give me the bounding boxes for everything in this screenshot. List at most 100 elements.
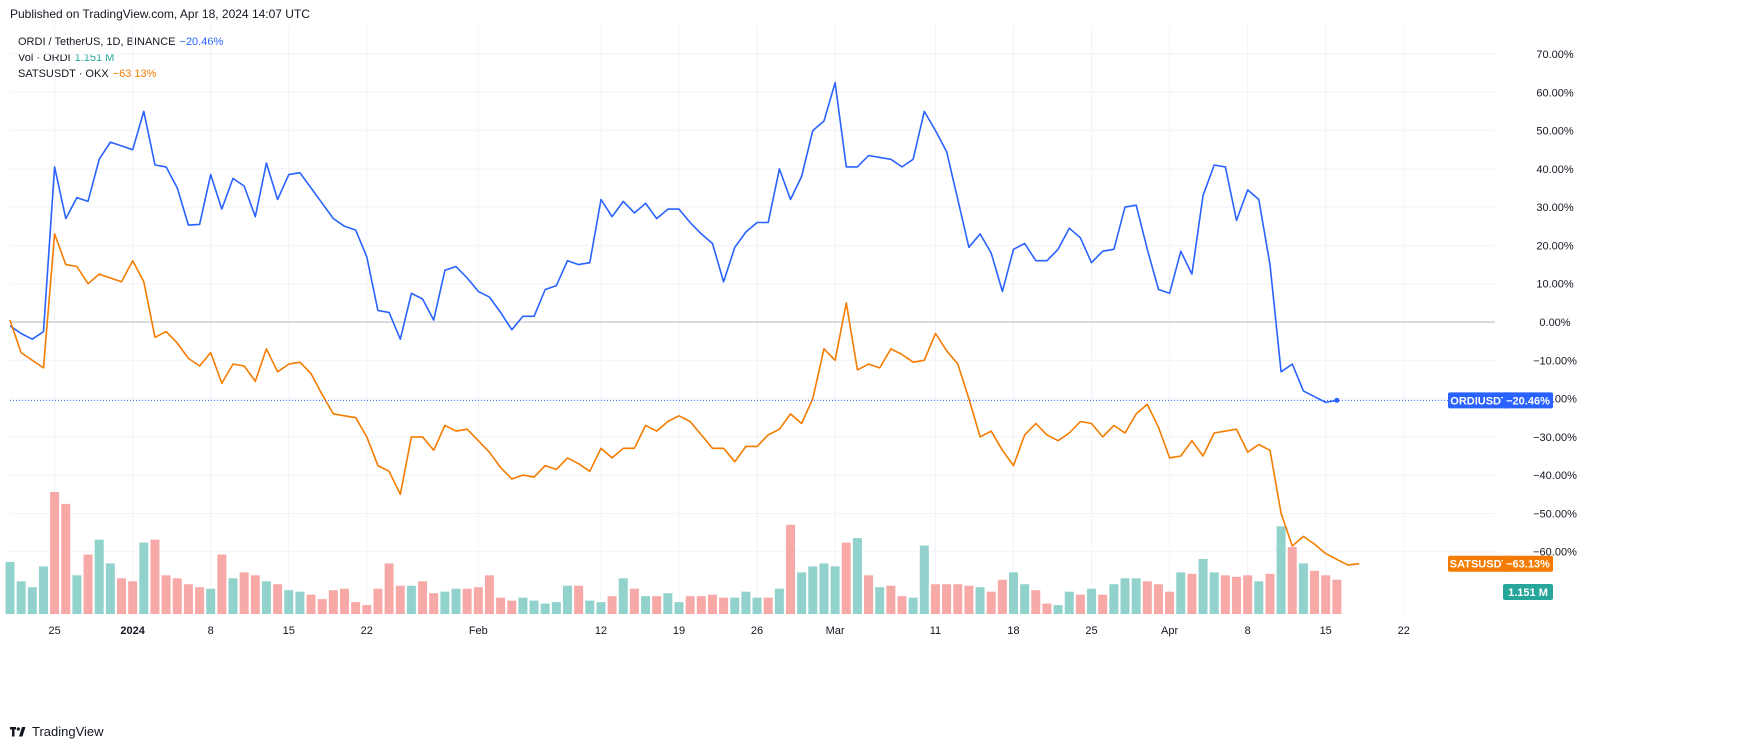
volume-bar <box>607 596 617 614</box>
volume-bar <box>852 538 862 614</box>
volume-bar <box>239 572 249 614</box>
legend-volume-value: 1.151 M <box>74 52 115 64</box>
tradingview-logo-icon <box>10 726 26 736</box>
y-tick-label: 40.00% <box>1536 164 1574 176</box>
volume-bar <box>685 596 695 614</box>
volume-bar <box>707 594 717 614</box>
x-tick-label: 25 <box>1085 625 1097 637</box>
y-tick-label: −50.00% <box>1533 508 1577 520</box>
volume-bar <box>1332 579 1342 614</box>
volume-bar <box>574 585 584 614</box>
x-tick-label: 18 <box>1007 625 1019 637</box>
volume-bar <box>942 584 952 614</box>
volume-bar <box>596 602 606 614</box>
x-tick-label: 12 <box>595 625 607 637</box>
volume-bar <box>629 588 639 614</box>
volume-bar <box>919 545 929 614</box>
volume-bar <box>540 603 550 614</box>
footer-brand[interactable]: TradingView <box>10 724 104 739</box>
volume-bar <box>1165 591 1175 614</box>
volume-bar <box>618 578 628 614</box>
volume-bar <box>830 566 840 614</box>
volume-bars <box>5 492 1342 614</box>
volume-bar <box>217 554 227 614</box>
legend-compare-label: SATSUSDT · OKX <box>18 68 109 80</box>
volume-bar <box>105 563 115 614</box>
volume-bar <box>897 596 907 614</box>
volume-bar <box>507 600 517 614</box>
volume-bar <box>317 599 327 614</box>
x-tick-label: 22 <box>1398 625 1410 637</box>
volume-bar <box>5 561 15 614</box>
series-line-ordiusdt[interactable] <box>9 81 1338 404</box>
volume-bar <box>295 591 305 614</box>
x-tick-label: 22 <box>361 625 373 637</box>
volume-tag-value: 1.151 M <box>1508 587 1548 599</box>
x-tick-label: 15 <box>1320 625 1332 637</box>
volume-bar <box>719 597 729 614</box>
chart-legend: ORDI / TetherUS, 1D, BINANCE −20.46% Vol … <box>18 34 223 82</box>
volume-bar <box>652 596 662 614</box>
y-tick-label: 10.00% <box>1536 279 1574 291</box>
volume-bar <box>1087 588 1097 614</box>
volume-bar <box>1075 594 1085 614</box>
legend-compare-row[interactable]: SATSUSDT · OKX −63.13% <box>18 66 223 82</box>
x-tick-label: 8 <box>1245 625 1251 637</box>
last-price-dot <box>1334 397 1340 403</box>
volume-bar <box>696 596 706 614</box>
volume-bar <box>975 587 985 614</box>
volume-bar <box>886 585 896 614</box>
legend-main-label: ORDI / TetherUS, 1D, BINANCE <box>18 36 176 48</box>
volume-bar <box>841 542 851 614</box>
volume-bar <box>774 588 784 614</box>
volume-bar <box>406 585 416 614</box>
x-tick-label: 2024 <box>120 625 145 637</box>
volume-bar <box>908 597 918 614</box>
volume-bar <box>1031 590 1041 614</box>
legend-main-value: −20.46% <box>179 36 224 48</box>
volume-bar <box>551 602 561 614</box>
legend-compare-value: −63.13% <box>112 68 157 80</box>
volume-bar <box>585 600 595 614</box>
sats-price-tag: SATSUSDT−63.13% <box>1448 555 1553 572</box>
volume-bar <box>964 585 974 614</box>
volume-bar <box>930 584 940 614</box>
volume-bar <box>117 578 126 614</box>
y-tick-label: 0.00% <box>1539 317 1570 329</box>
volume-bar <box>953 584 963 614</box>
y-tick-label: 50.00% <box>1536 126 1574 138</box>
price-chart[interactable]: 70.00% 60.00% 50.00% 40.00% 30.00% 20.00% 10.0… <box>0 26 1754 716</box>
volume-bar <box>1254 581 1264 614</box>
legend-volume-label: Vol · ORDI <box>18 52 71 64</box>
x-tick-label: Feb <box>469 625 488 637</box>
volume-bar <box>1009 572 1018 614</box>
volume-bar <box>139 542 149 614</box>
volume-bar <box>440 591 450 614</box>
volume-bar <box>228 578 238 614</box>
legend-main-row[interactable]: ORDI / TetherUS, 1D, BINANCE −20.46% <box>18 34 223 50</box>
volume-bar <box>663 593 673 614</box>
x-tick-label: 19 <box>673 625 685 637</box>
volume-bar <box>1176 572 1186 614</box>
sats-price-tag-name: SATSUSDT <box>1450 559 1509 571</box>
volume-bar <box>172 578 182 614</box>
volume-bar <box>1120 578 1130 614</box>
volume-bar <box>1064 591 1074 614</box>
volume-bar <box>206 588 216 614</box>
ordi-price-tag-name: ORDIUSDT <box>1450 395 1508 407</box>
volume-bar <box>1265 573 1275 614</box>
ordi-price-tag: ORDIUSDT−20.46% <box>1448 392 1553 409</box>
y-tick-label: 30.00% <box>1536 202 1574 214</box>
volume-bar <box>1053 605 1063 614</box>
footer-brand-label: TradingView <box>32 724 104 739</box>
volume-bar <box>1310 570 1320 614</box>
volume-bar <box>16 581 26 614</box>
volume-bar <box>183 584 193 614</box>
volume-bar <box>496 597 506 614</box>
volume-bar <box>529 600 539 614</box>
volume-bar <box>752 597 762 614</box>
volume-bar <box>864 575 874 614</box>
legend-volume-row[interactable]: Vol · ORDI 1.151 M <box>18 50 223 66</box>
series-line-satsusdt[interactable] <box>9 233 1360 566</box>
volume-bar <box>1042 603 1052 614</box>
